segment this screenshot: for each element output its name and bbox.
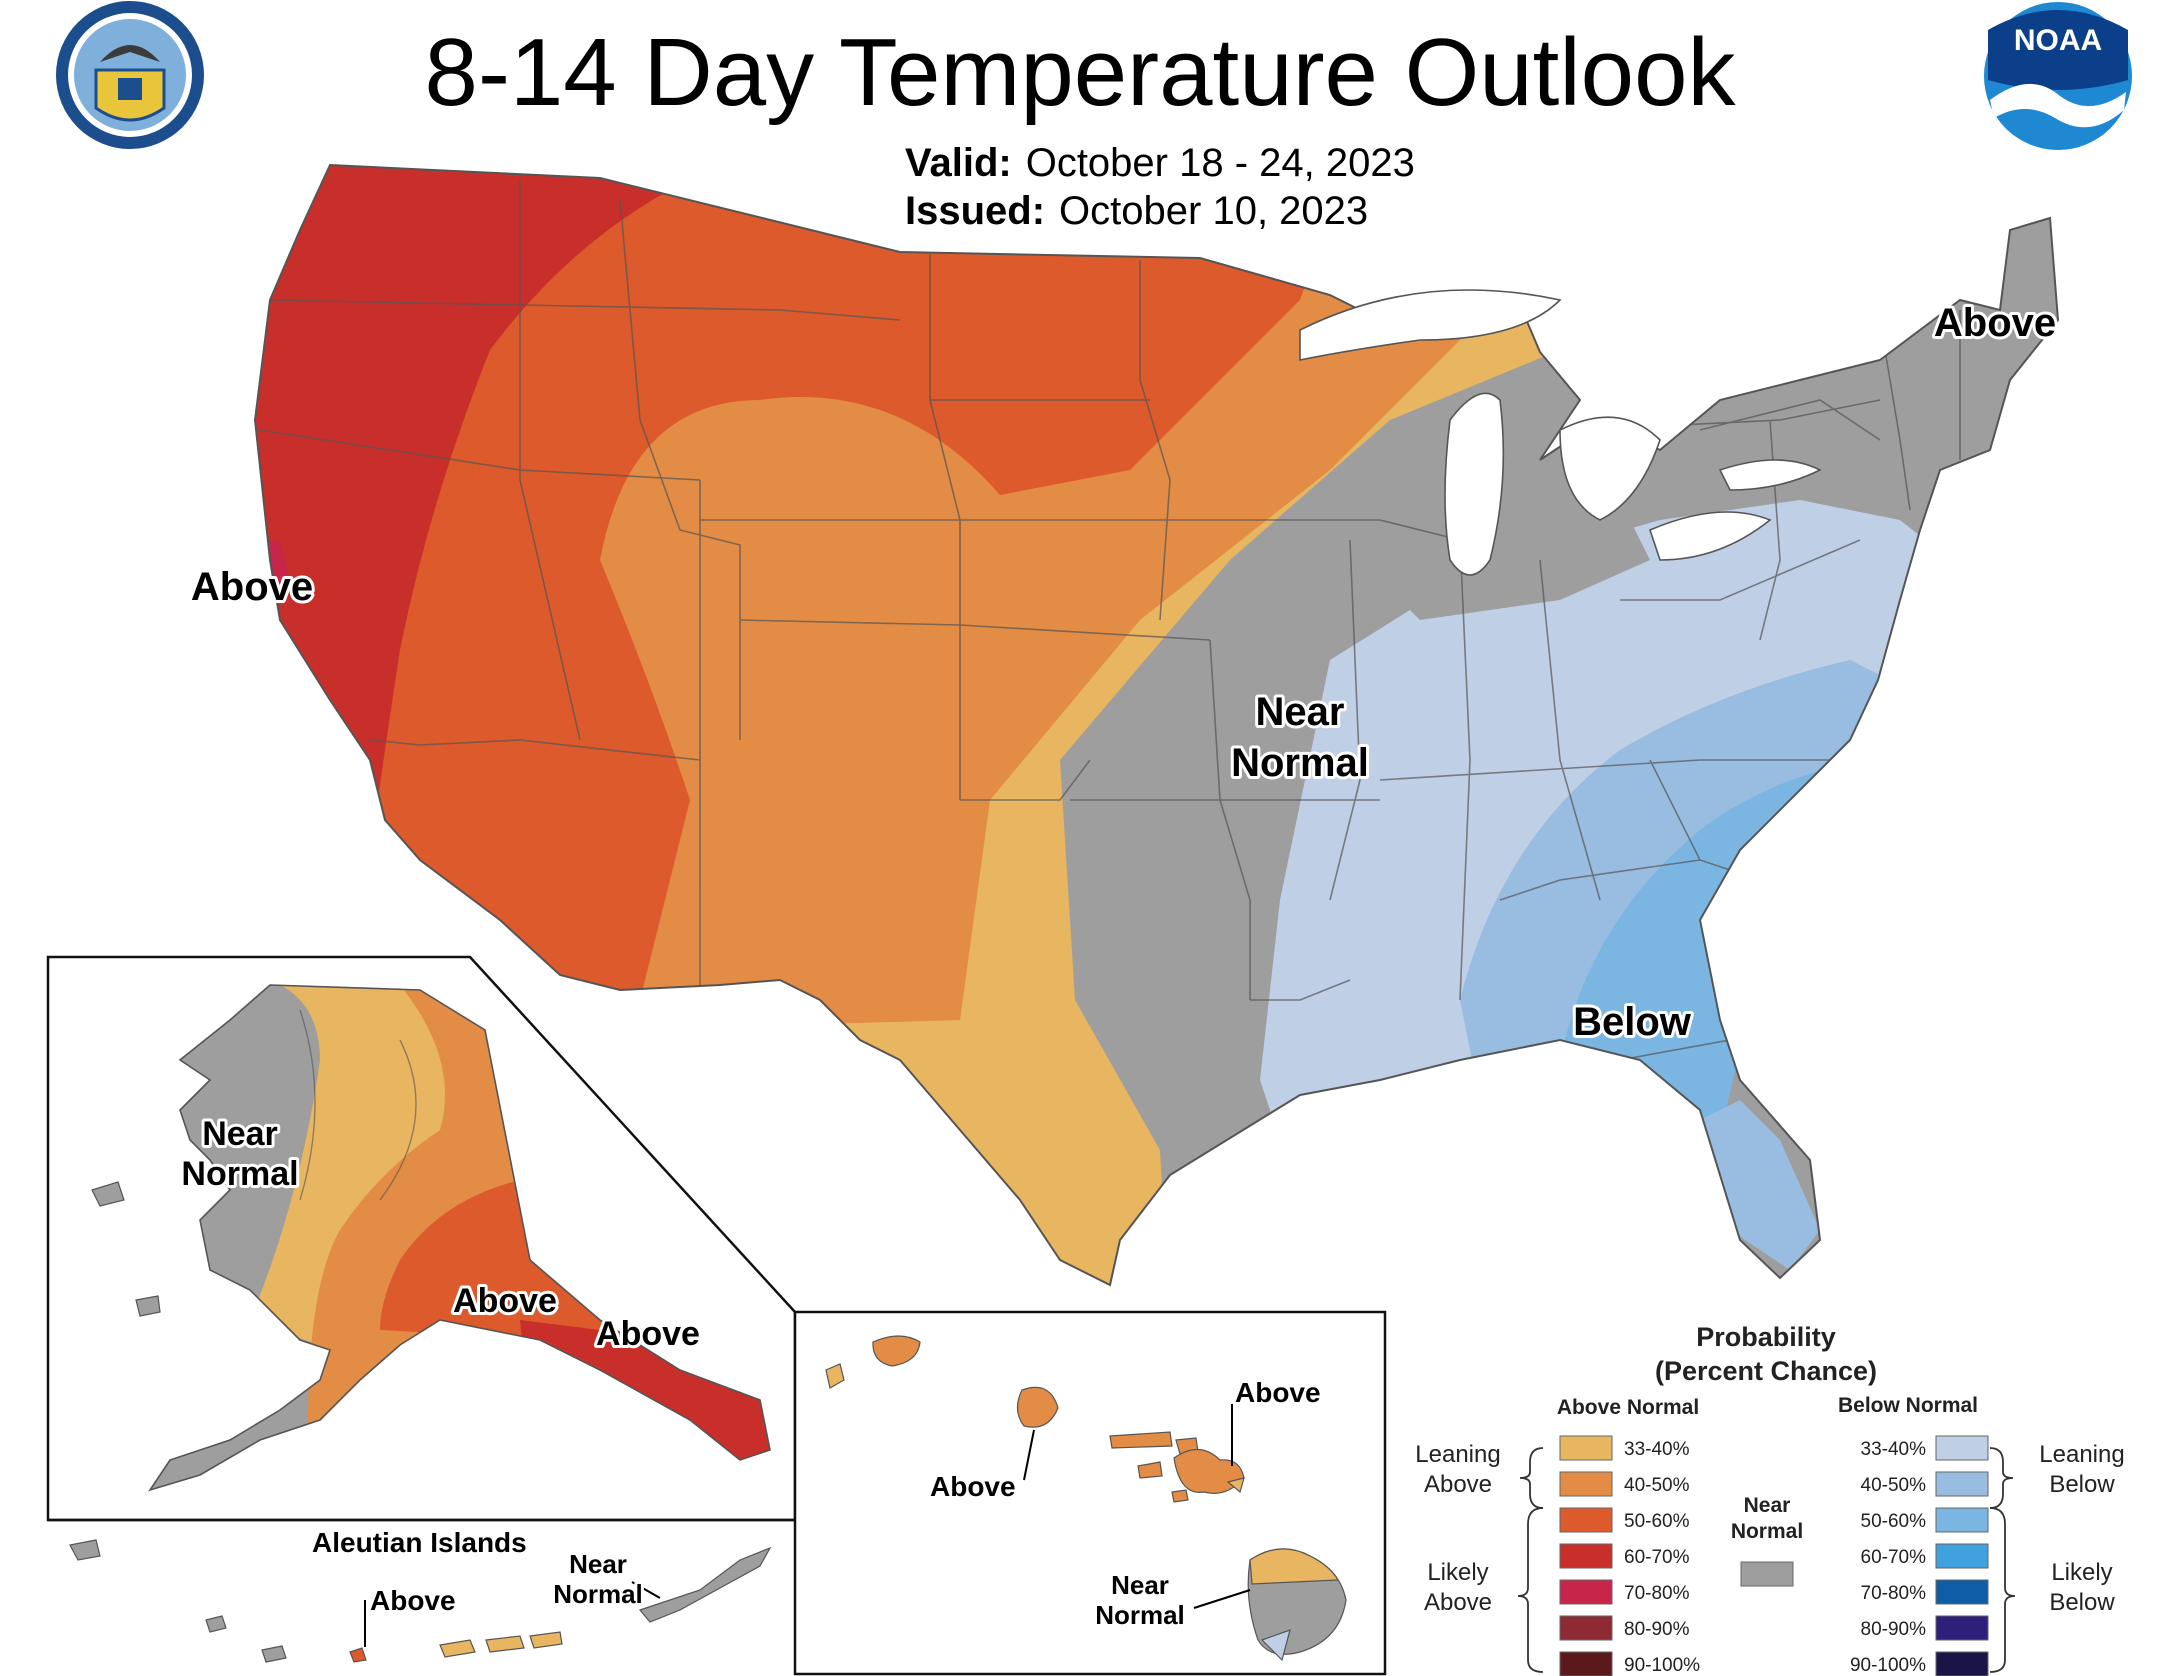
alaska-above-south-label: Above bbox=[453, 1282, 557, 1320]
conus-above-northeast-label: Above bbox=[1934, 301, 2056, 345]
issued-value: October 10, 2023 bbox=[1059, 189, 1369, 233]
legend-below-swatch-4 bbox=[1935, 1579, 1989, 1605]
conus-above-west-label: Above bbox=[191, 565, 313, 609]
valid-label: Valid: bbox=[905, 141, 1012, 185]
legend-subtitle: (Percent Chance) bbox=[1655, 1356, 1877, 1386]
legend-below-swatch-1 bbox=[1935, 1471, 1989, 1497]
legend-leaning-below-1: Leaning bbox=[2039, 1441, 2124, 1468]
hawaii-near-label-1: Near bbox=[1111, 1570, 1169, 1600]
aleutian-near-label-1: Near bbox=[569, 1549, 627, 1579]
conus-near-normal-label-2: Normal bbox=[1231, 741, 1369, 785]
legend-below-swatch-5 bbox=[1935, 1615, 1989, 1641]
legend-above-range-5: 80-90% bbox=[1624, 1619, 1690, 1640]
hawaii-above-maui-label: Above bbox=[1235, 1377, 1321, 1408]
legend-below-swatch-6 bbox=[1935, 1651, 1989, 1676]
legend-below-range-1: 40-50% bbox=[1861, 1475, 1927, 1496]
legend-near-label-1: Near bbox=[1744, 1494, 1791, 1517]
legend-below-range-4: 70-80% bbox=[1861, 1583, 1927, 1604]
legend-above-range-4: 70-80% bbox=[1624, 1583, 1690, 1604]
legend-above-range-0: 33-40% bbox=[1624, 1439, 1690, 1460]
legend-below-swatch-0 bbox=[1935, 1435, 1989, 1461]
legend-likely-above-1: Likely bbox=[1427, 1559, 1488, 1586]
legend-near-label-2: Normal bbox=[1731, 1520, 1803, 1543]
legend-leaning-above-2: Above bbox=[1424, 1471, 1492, 1498]
hawaii-above-oahu-label: Above bbox=[930, 1471, 1016, 1502]
svg-text:NOAA: NOAA bbox=[2014, 24, 2102, 57]
issued-date: Issued: October 10, 2023 bbox=[905, 188, 1368, 234]
legend-below-range-2: 50-60% bbox=[1861, 1511, 1927, 1532]
legend-above-swatch-5 bbox=[1559, 1615, 1613, 1641]
legend-likely-below-1: Likely bbox=[2051, 1559, 2112, 1586]
valid-dates: Valid: October 18 - 24, 2023 bbox=[905, 140, 1415, 186]
aleutian-above-label: Above bbox=[370, 1585, 456, 1616]
map-labels: Above Above Near Normal Below Near Norma… bbox=[178, 298, 2059, 1356]
aleutian-title: Aleutian Islands bbox=[312, 1527, 527, 1558]
legend: Probability (Percent Chance) Above Norma… bbox=[1415, 1322, 2125, 1676]
legend-above-swatch-6 bbox=[1559, 1651, 1613, 1676]
legend-above-swatch-4 bbox=[1559, 1579, 1613, 1605]
alaska-above-panhandle-label: Above bbox=[596, 1315, 700, 1353]
alaska-inset bbox=[46, 955, 797, 1522]
legend-below-swatch-3 bbox=[1935, 1543, 1989, 1569]
legend-above-swatches: 33-40% 40-50% 50-60% 60-70% 70-80% 80-90% 90-1… bbox=[1559, 1435, 1700, 1676]
legend-above-swatch-3 bbox=[1559, 1543, 1613, 1569]
legend-above-range-1: 40-50% bbox=[1624, 1475, 1690, 1496]
hawaii-inset: Above Above Near Normal bbox=[793, 1310, 1387, 1676]
legend-above-swatch-0 bbox=[1559, 1435, 1613, 1461]
legend-leaning-above-1: Leaning bbox=[1415, 1441, 1500, 1468]
page-title: 8-14 Day Temperature Outlook bbox=[424, 19, 1736, 126]
legend-below-swatches: 33-40% 40-50% 50-60% 60-70% 70-80% 80-90% 90-1… bbox=[1850, 1435, 1989, 1676]
legend-below-range-5: 80-90% bbox=[1861, 1619, 1927, 1640]
legend-above-range-2: 50-60% bbox=[1624, 1511, 1690, 1532]
issued-label: Issued: bbox=[905, 189, 1046, 233]
commerce-seal-icon bbox=[56, 1, 204, 149]
legend-likely-below-2: Below bbox=[2049, 1589, 2115, 1616]
legend-above-swatch-1 bbox=[1559, 1471, 1613, 1497]
legend-below-range-3: 60-70% bbox=[1861, 1547, 1927, 1568]
legend-title: Probability bbox=[1696, 1322, 1836, 1352]
alaska-near-normal-label-2: Normal bbox=[181, 1155, 298, 1193]
legend-below-swatch-2 bbox=[1935, 1507, 1989, 1533]
great-lakes bbox=[1299, 289, 1822, 576]
legend-likely-above-2: Above bbox=[1424, 1589, 1492, 1616]
legend-braces bbox=[1517, 1447, 2016, 1673]
legend-above-range-3: 60-70% bbox=[1624, 1547, 1690, 1568]
valid-value: October 18 - 24, 2023 bbox=[1025, 141, 1415, 185]
conus-below-label: Below bbox=[1573, 1000, 1692, 1044]
legend-near-swatch bbox=[1740, 1561, 1794, 1587]
alaska-near-normal-label-1: Near bbox=[202, 1115, 278, 1153]
aleutian-inset: Aleutian Islands Above Near Normal bbox=[69, 1527, 772, 1663]
hawaii-near-label-2: Normal bbox=[1095, 1600, 1185, 1630]
noaa-logo-icon: NOAA bbox=[1984, 2, 2132, 150]
conus-near-normal-label-1: Near bbox=[1256, 690, 1345, 734]
legend-below-header: Below Normal bbox=[1838, 1394, 1978, 1417]
legend-above-range-6: 90-100% bbox=[1624, 1655, 1700, 1676]
legend-below-range-0: 33-40% bbox=[1861, 1439, 1927, 1460]
legend-below-range-6: 90-100% bbox=[1850, 1655, 1926, 1676]
aleutian-near-label-2: Normal bbox=[553, 1579, 643, 1609]
legend-leaning-below-2: Below bbox=[2049, 1471, 2115, 1498]
legend-above-header: Above Normal bbox=[1557, 1396, 1699, 1419]
legend-above-swatch-2 bbox=[1559, 1507, 1613, 1533]
